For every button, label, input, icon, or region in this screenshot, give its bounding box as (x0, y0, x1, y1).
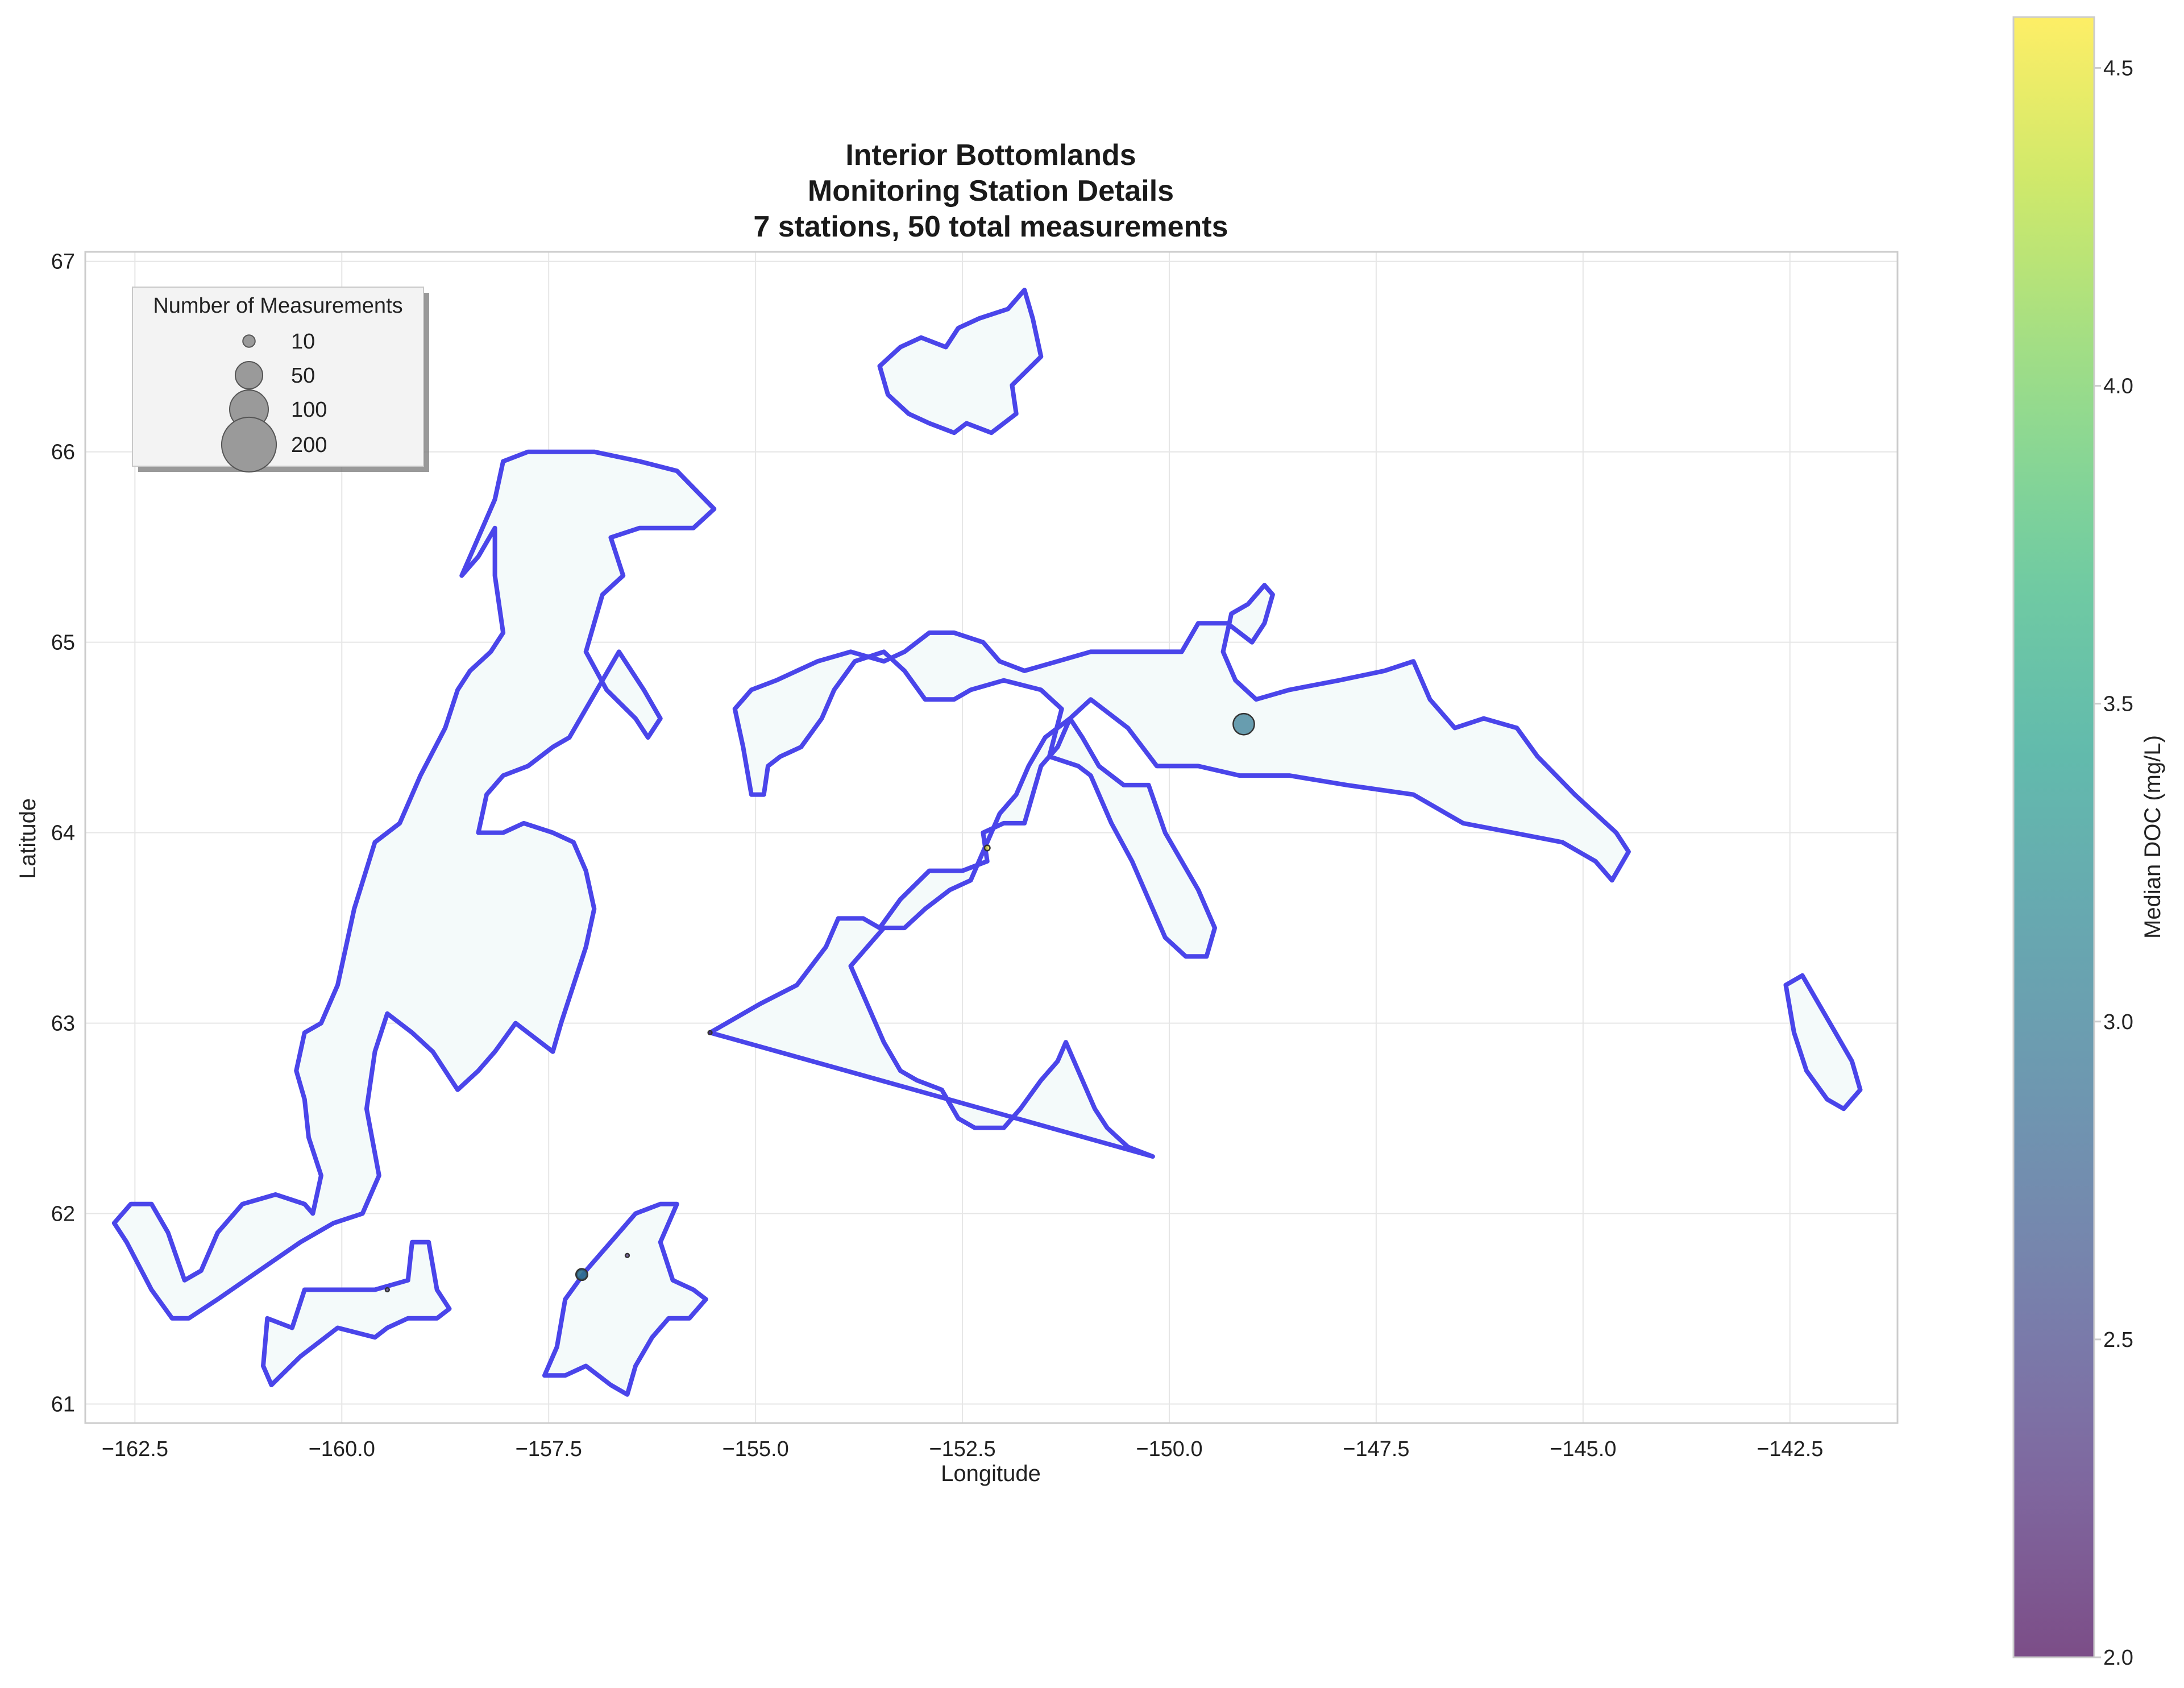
x-axis-ticks: −162.5 −160.0 −157.5 −155.0 −152.5 −150.0 −147… (102, 1437, 1824, 1461)
legend-size-marker (221, 416, 277, 473)
title-line-3: 7 stations, 50 total measurements (753, 210, 1228, 243)
x-tick-label: −147.5 (1343, 1437, 1409, 1461)
legend-entry-label: 10 (291, 330, 315, 354)
x-tick-label: −162.5 (102, 1437, 168, 1461)
legend-title: Number of Measurements (153, 294, 402, 318)
y-tick-label: 63 (51, 1012, 75, 1036)
plot-frame (84, 251, 1899, 1424)
y-tick-label: 66 (51, 441, 75, 464)
station-marker (707, 1030, 713, 1035)
legend-entry-label: 100 (291, 398, 327, 422)
station-markers (384, 712, 1255, 1293)
region-outline-3 (542, 1201, 708, 1397)
legend-entries: 10 50 100 200 (221, 330, 327, 473)
station-marker (384, 1287, 390, 1293)
legend-size-marker (242, 334, 256, 348)
x-tick-label: −155.0 (722, 1437, 788, 1461)
x-tick-label: −152.5 (929, 1437, 995, 1461)
y-tick-label: 62 (51, 1202, 75, 1226)
colorbar-tick-label: 3.5 (2103, 692, 2133, 716)
colorbar-tick-label: 2.0 (2103, 1646, 2133, 1670)
x-axis-label: Longitude (941, 1461, 1041, 1486)
y-tick-label: 61 (51, 1393, 75, 1417)
colorbar (2012, 16, 2095, 1658)
region-outline-4 (708, 583, 1631, 1159)
x-tick-label: −142.5 (1757, 1437, 1823, 1461)
y-axis-ticks: 61 62 63 64 65 66 67 (51, 250, 75, 1417)
station-marker (1232, 712, 1255, 736)
region-outline-6 (1783, 973, 1863, 1111)
region-outlines (111, 288, 1863, 1397)
y-tick-label: 65 (51, 631, 75, 655)
station-marker (575, 1268, 588, 1281)
region-outline-1 (111, 449, 717, 1321)
region-outline-5 (877, 288, 1044, 436)
legend-size-marker (234, 360, 264, 390)
legend-box (132, 287, 424, 467)
title-line-2: Monitoring Station Details (808, 175, 1174, 208)
y-tick-label: 67 (51, 250, 75, 274)
colorbar-label: Median DOC (mg/L) (2140, 735, 2165, 939)
legend-entry-label: 200 (291, 433, 327, 457)
title-line-1: Interior Bottomlands (845, 139, 1136, 172)
y-tick-label: 64 (51, 822, 75, 845)
x-tick-label: −145.0 (1550, 1437, 1616, 1461)
size-legend: Number of Measurements 10 50 100 200 (132, 287, 429, 473)
station-marker (983, 844, 991, 852)
x-tick-label: −160.0 (309, 1437, 375, 1461)
y-axis-label: Latitude (15, 798, 40, 879)
legend-entry-label: 50 (291, 364, 315, 388)
x-tick-label: −157.5 (516, 1437, 582, 1461)
region-outline-2 (261, 1239, 452, 1387)
colorbar-ticks: 2.0 2.5 3.0 3.5 4.0 4.5 (2094, 56, 2133, 1670)
x-tick-label: −150.0 (1136, 1437, 1202, 1461)
colorbar-tick-label: 4.5 (2103, 56, 2133, 80)
colorbar-tick-label: 4.0 (2103, 375, 2133, 399)
station-marker (624, 1252, 630, 1258)
colorbar-tick-label: 3.0 (2103, 1010, 2133, 1034)
colorbar-tick-label: 2.5 (2103, 1328, 2133, 1352)
